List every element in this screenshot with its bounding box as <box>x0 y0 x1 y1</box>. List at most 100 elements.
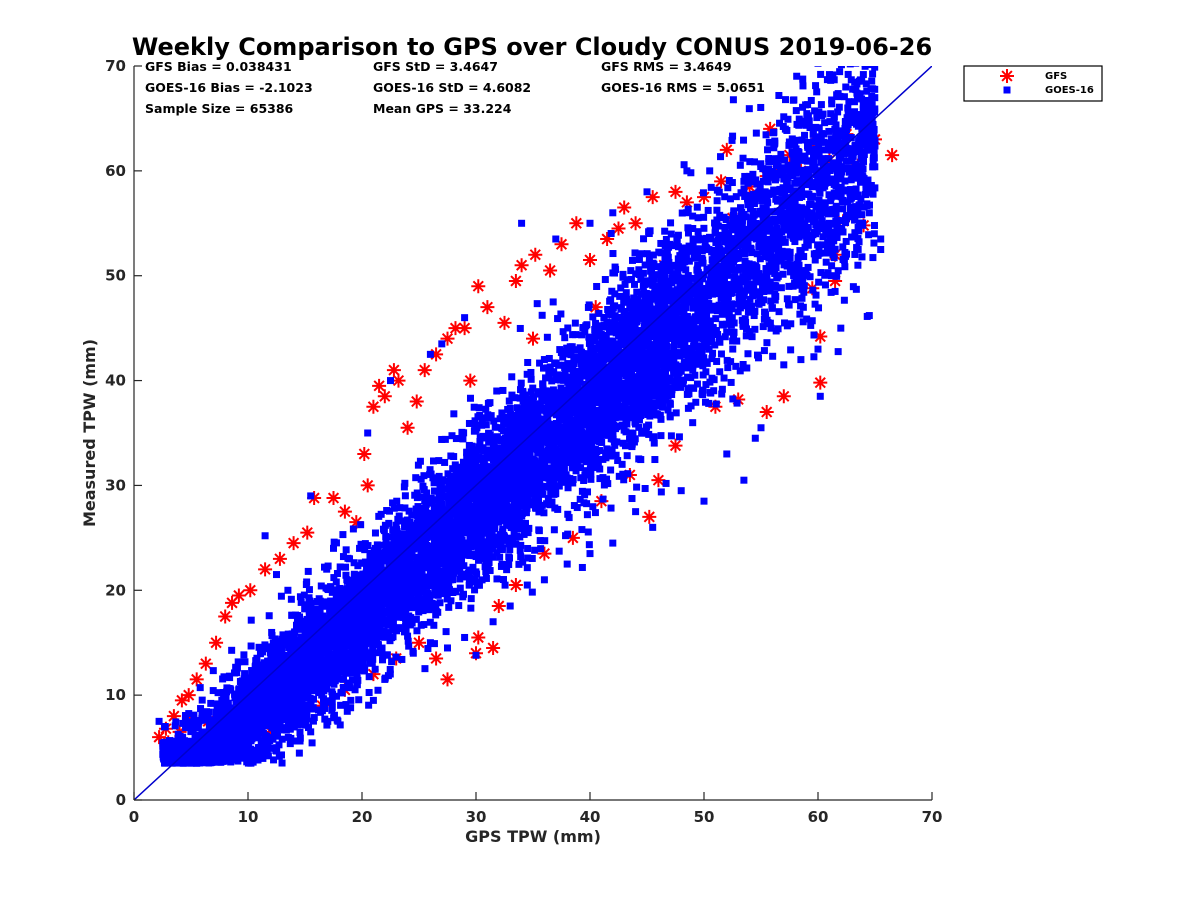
goes16-point <box>561 478 569 486</box>
goes16-point <box>842 215 850 223</box>
gfs-point <box>391 373 406 388</box>
goes16-point <box>635 256 643 264</box>
goes16-point <box>867 181 875 189</box>
goes16-point <box>241 658 249 666</box>
goes16-point <box>738 220 746 228</box>
goes16-point <box>802 267 810 275</box>
gfs-point <box>554 237 569 252</box>
goes16-point <box>694 261 702 269</box>
goes16-point <box>706 317 714 325</box>
goes16-point <box>870 126 878 134</box>
goes16-point <box>613 368 621 376</box>
stat-text: GOES-16 Bias = -2.1023 <box>145 80 313 95</box>
goes16-point <box>587 475 595 483</box>
goes16-point <box>396 504 404 512</box>
goes16-point <box>813 88 821 96</box>
goes16-point <box>666 265 674 273</box>
gfs-point <box>231 588 246 603</box>
goes16-point <box>656 361 664 369</box>
goes16-point <box>727 378 735 386</box>
goes16-point <box>671 378 679 386</box>
goes16-point <box>663 267 671 275</box>
statistics-block: GFS Bias = 0.038431 GFS StD = 3.4647 GFS R… <box>145 59 765 116</box>
goes16-point <box>717 153 725 161</box>
gfs-point <box>448 321 463 336</box>
goes16-point <box>740 185 748 193</box>
goes16-point <box>860 26 867 33</box>
goes16-point <box>482 467 490 475</box>
goes16-point <box>604 305 612 313</box>
goes16-point <box>684 205 692 213</box>
goes16-point <box>541 537 549 545</box>
goes16-point <box>528 554 536 562</box>
goes16-point <box>809 192 817 200</box>
goes16-point <box>361 546 369 554</box>
gfs-point <box>357 446 372 461</box>
gfs-point <box>209 635 224 650</box>
goes16-point <box>337 701 345 709</box>
gfs-point <box>759 405 774 420</box>
goes16-point <box>712 315 720 323</box>
goes16-point <box>651 456 659 464</box>
gfs-point <box>429 651 444 666</box>
goes16-point <box>635 266 643 274</box>
gfs-point <box>588 300 603 315</box>
goes16-point <box>621 442 629 450</box>
goes16-point <box>493 387 501 395</box>
goes16-point <box>666 400 674 408</box>
goes16-point <box>793 167 801 175</box>
goes16-point <box>767 324 775 332</box>
gfs-point <box>243 583 258 598</box>
goes16-point <box>870 222 878 230</box>
goes16-point <box>862 180 870 188</box>
goes16-point <box>371 665 379 673</box>
gfs-point <box>668 184 683 199</box>
goes16-point <box>831 205 839 213</box>
goes16-point <box>633 483 641 491</box>
gfs-point <box>181 688 196 703</box>
goes16-point <box>589 503 597 511</box>
gfs-point <box>225 595 240 610</box>
goes16-point <box>840 296 848 304</box>
goes16-point <box>747 233 755 241</box>
goes16-point <box>828 96 836 104</box>
goes16-point <box>429 457 437 465</box>
goes16-point <box>599 495 607 503</box>
goes16-point <box>765 165 773 173</box>
goes16-point <box>592 319 600 327</box>
goes16-point <box>708 355 716 363</box>
gfs-point <box>885 148 900 163</box>
goes16-point <box>550 526 558 534</box>
goes16-point <box>803 238 811 246</box>
gfs-point <box>429 347 444 362</box>
goes16-point <box>412 474 420 482</box>
goes16-point <box>828 233 836 241</box>
goes16-point <box>816 133 824 141</box>
goes16-point <box>630 294 638 302</box>
goes16-point <box>693 203 701 211</box>
goes16-point <box>496 415 504 423</box>
goes16-point <box>552 490 560 498</box>
goes16-point <box>523 505 531 513</box>
goes16-point <box>718 390 726 398</box>
gfs-point <box>763 121 778 136</box>
goes16-point <box>520 530 528 538</box>
goes16-point <box>858 95 866 103</box>
goes16-point <box>534 493 542 501</box>
series-goes16 <box>155 26 885 767</box>
goes16-point <box>333 716 341 724</box>
goes16-point <box>818 217 826 225</box>
goes16-point <box>743 282 751 290</box>
goes16-point <box>657 488 665 496</box>
goes16-point <box>791 140 799 148</box>
goes16-point <box>691 371 699 379</box>
goes16-point <box>493 549 501 557</box>
goes16-point <box>760 296 768 304</box>
goes16-point <box>744 285 752 293</box>
goes16-point <box>766 223 774 231</box>
goes16-point <box>807 147 815 155</box>
goes16-point <box>459 593 467 601</box>
gfs-point <box>491 599 506 614</box>
goes16-point <box>643 250 651 258</box>
goes16-point <box>822 258 830 266</box>
